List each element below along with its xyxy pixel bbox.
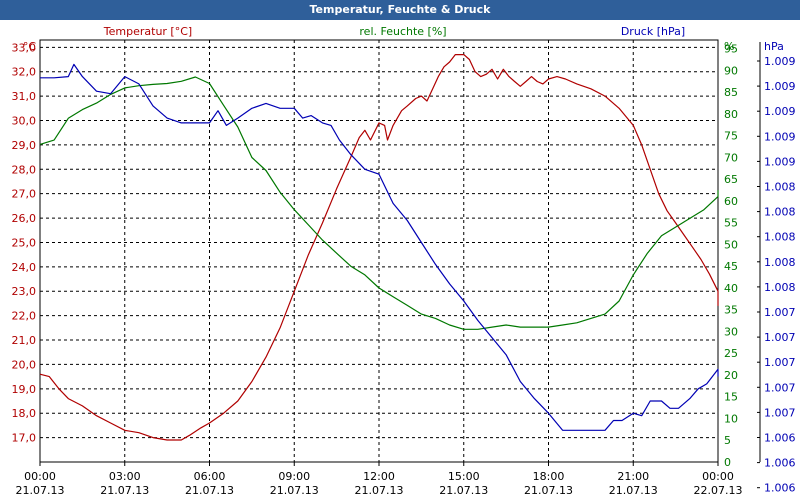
x-tick-date: 21.07.13 (16, 484, 65, 497)
x-tick-date: 21.07.13 (524, 484, 573, 497)
axis-headers: Temperatur [°C] rel. Feuchte [%] Druck [hP… (23, 25, 784, 53)
pressure-tick-label: 1.009 (764, 130, 796, 143)
temperature-tick-label: 31,0 (12, 90, 37, 103)
pressure-tick-label: 1.007 (764, 306, 796, 319)
pressure-tick-label: 1.008 (764, 206, 796, 219)
chart-title: Temperatur, Feuchte & Druck (309, 3, 491, 16)
pressure-unit: hPa (764, 40, 784, 53)
temperature-tick-label: 18,0 (12, 407, 37, 420)
humidity-tick-label: 85 (724, 86, 738, 99)
x-tick-time: 18:00 (533, 470, 565, 483)
pressure-tick-label: 1.006 (764, 482, 796, 495)
title-bar: Temperatur, Feuchte & Druck (0, 0, 800, 20)
temperature-tick-label: 29,0 (12, 139, 37, 152)
x-tick-time: 21:00 (617, 470, 649, 483)
humidity-tick-label: 45 (724, 260, 738, 273)
pressure-tick-label: 1.006 (764, 457, 796, 470)
humidity-tick-label: 80 (724, 108, 738, 121)
grid-lines (40, 40, 718, 462)
humidity-tick-label: 65 (724, 173, 738, 186)
humidity-tick-label: 15 (724, 391, 738, 404)
pressure-tick-label: 1.007 (764, 406, 796, 419)
pressure-tick-label: 1.007 (764, 381, 796, 394)
series-layer (39, 53, 719, 441)
temperature-tick-label: 24,0 (12, 261, 37, 274)
humidity-unit: % (724, 40, 734, 53)
temperature-tick-label: 32,0 (12, 66, 37, 79)
temperature-tick-label: 33,0 (12, 41, 37, 54)
x-tick-time: 03:00 (109, 470, 141, 483)
temperature-tick-label: 30,0 (12, 114, 37, 127)
pressure-tick-label: 1.008 (764, 181, 796, 194)
humidity-tick-label: 70 (724, 151, 738, 164)
humidity-tick-label: 90 (724, 64, 738, 77)
temperature-tick-label: 17,0 (12, 432, 37, 445)
temperature-line (39, 53, 719, 441)
pressure-line (40, 63, 719, 431)
temperature-tick-label: 21,0 (12, 334, 37, 347)
humidity-axis-title: rel. Feuchte [%] (359, 25, 446, 38)
humidity-tick-label: 60 (724, 195, 738, 208)
humidity-line (39, 76, 719, 330)
temperature-unit: °C (23, 40, 37, 53)
pressure-tick-label: 1.008 (764, 256, 796, 269)
pressure-axis: 1.009 1.009 1.009 1.009 1.009 1.008 1.008 1.008… (757, 42, 796, 495)
x-tick-date: 21.07.13 (355, 484, 404, 497)
pressure-tick-label: 1.008 (764, 281, 796, 294)
x-tick-time: 12:00 (363, 470, 395, 483)
temperature-tick-label: 25,0 (12, 236, 37, 249)
humidity-tick-label: 25 (724, 347, 738, 360)
temperature-tick-label: 27,0 (12, 188, 37, 201)
pressure-axis-title: Druck [hPa] (621, 25, 685, 38)
x-tick-date: 21.07.13 (270, 484, 319, 497)
pressure-tick-label: 1.006 (764, 432, 796, 445)
temperature-tick-label: 28,0 (12, 163, 37, 176)
x-tick-date: 21.07.13 (609, 484, 658, 497)
x-tick-date: 22.07.13 (694, 484, 743, 497)
humidity-tick-label: 50 (724, 238, 738, 251)
temperature-tick-label: 22,0 (12, 310, 37, 323)
x-tick-time: 06:00 (194, 470, 226, 483)
humidity-tick-label: 35 (724, 304, 738, 317)
x-tick-time: 00:00 (24, 470, 56, 483)
x-tick-time: 00:00 (702, 470, 734, 483)
humidity-tick-label: 55 (724, 217, 738, 230)
temperature-tick-label: 23,0 (12, 285, 37, 298)
humidity-tick-label: 10 (724, 412, 738, 425)
pressure-tick-label: 1.009 (764, 155, 796, 168)
x-tick-time: 15:00 (448, 470, 480, 483)
pressure-tick-label: 1.007 (764, 356, 796, 369)
pressure-tick-label: 1.009 (764, 55, 796, 68)
humidity-tick-label: 20 (724, 369, 738, 382)
temperature-tick-label: 19,0 (12, 383, 37, 396)
humidity-tick-label: 75 (724, 130, 738, 143)
x-tick-date: 21.07.13 (100, 484, 149, 497)
temperature-tick-label: 26,0 (12, 212, 37, 225)
chart-canvas: 33,0 32,0 31,0 30,0 29,0 28,0 27,0 26,0 25,0 24,0… (12, 25, 796, 497)
humidity-tick-label: 5 (724, 434, 731, 447)
temperature-axis-title: Temperatur [°C] (103, 25, 192, 38)
humidity-tick-label: 40 (724, 282, 738, 295)
pressure-tick-label: 1.007 (764, 331, 796, 344)
x-tick-time: 09:00 (278, 470, 310, 483)
pressure-tick-label: 1.008 (764, 231, 796, 244)
temperature-tick-label: 20,0 (12, 358, 37, 371)
humidity-tick-label: 95 (724, 43, 738, 56)
humidity-tick-label: 30 (724, 325, 738, 338)
time-axis: 00:0021.07.1303:0021.07.1306:0021.07.130… (16, 462, 743, 497)
pressure-tick-label: 1.009 (764, 105, 796, 118)
humidity-tick-label: 0 (724, 456, 731, 469)
x-tick-date: 21.07.13 (185, 484, 234, 497)
pressure-tick-label: 1.009 (764, 80, 796, 93)
temperature-axis: 33,0 32,0 31,0 30,0 29,0 28,0 27,0 26,0 25,0 24,0… (12, 41, 37, 444)
x-tick-date: 21.07.13 (439, 484, 488, 497)
